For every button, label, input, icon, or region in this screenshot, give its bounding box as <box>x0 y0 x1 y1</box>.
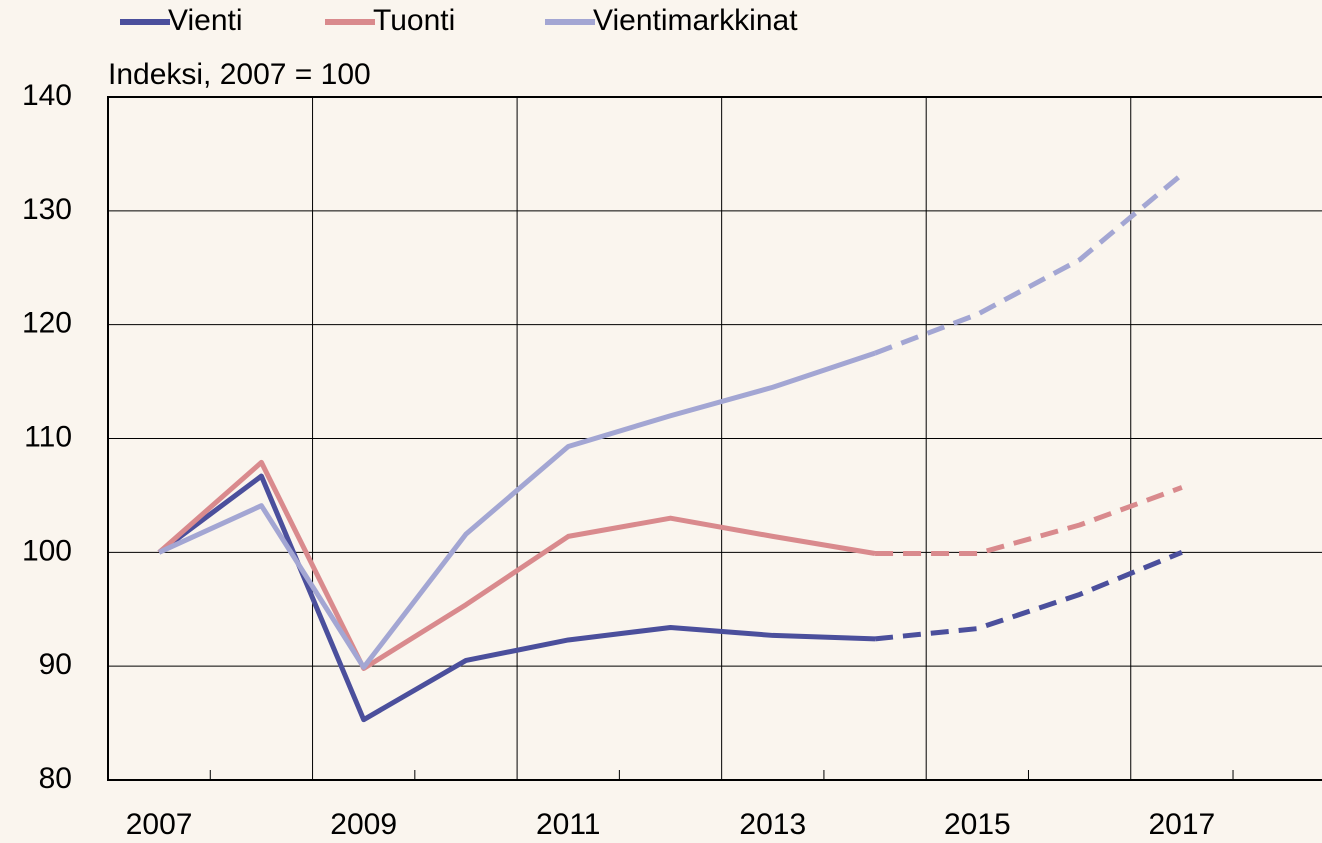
legend-label: Vienti <box>168 4 243 37</box>
x-tick-label: 2011 <box>536 808 601 841</box>
x-tick-label: 2009 <box>330 808 397 841</box>
plot-frame <box>107 96 1322 781</box>
series-line <box>157 459 876 671</box>
x-tick-label: 2017 <box>1149 808 1216 841</box>
legend-label: Vientimarkkinat <box>593 4 798 37</box>
y-tick-label: 120 <box>22 307 72 340</box>
forecast-line <box>875 485 1183 556</box>
series-line <box>158 350 876 670</box>
x-tick-label: 2007 <box>126 808 193 841</box>
forecast-line <box>874 172 1184 356</box>
y-tick-label: 90 <box>39 648 72 681</box>
subtitle: Indeksi, 2007 = 100 <box>108 58 371 91</box>
y-tick-label: 130 <box>22 193 72 226</box>
forecast-line <box>874 550 1183 642</box>
legend-label: Tuonti <box>373 4 455 37</box>
y-tick-label: 100 <box>22 534 72 567</box>
y-tick-label: 110 <box>24 420 72 453</box>
x-tick-label: 2013 <box>739 808 806 841</box>
y-tick-label: 140 <box>22 79 72 112</box>
y-tick-label: 80 <box>39 762 72 795</box>
series-line <box>157 473 876 723</box>
x-tick-label: 2015 <box>944 808 1011 841</box>
